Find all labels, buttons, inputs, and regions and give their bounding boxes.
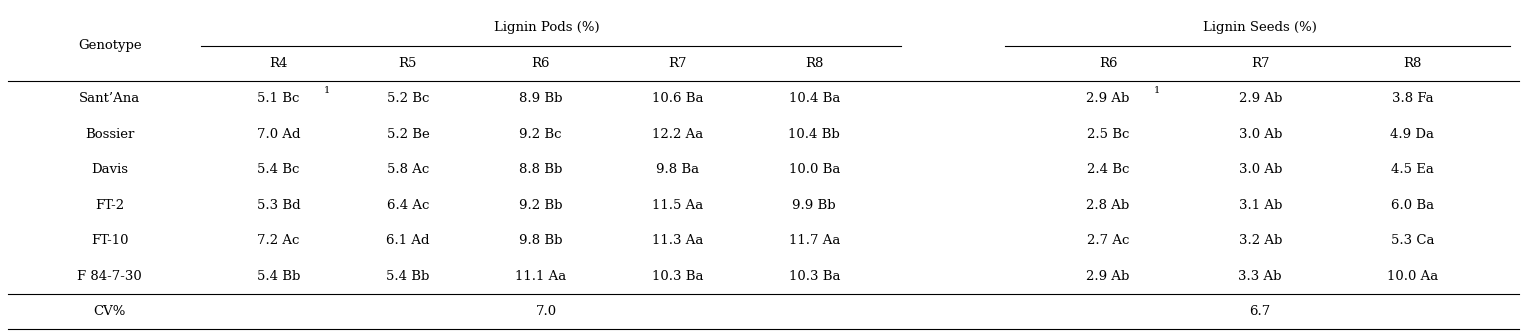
Text: R7: R7 (668, 57, 686, 70)
Text: 10.0 Ba: 10.0 Ba (788, 163, 840, 176)
Text: 4.5 Ea: 4.5 Ea (1391, 163, 1434, 176)
Text: Bossier: Bossier (85, 128, 134, 141)
Text: R6: R6 (531, 57, 549, 70)
Text: 3.0 Ab: 3.0 Ab (1239, 163, 1282, 176)
Text: 2.9 Ab: 2.9 Ab (1087, 92, 1129, 105)
Text: 9.8 Ba: 9.8 Ba (656, 163, 699, 176)
Text: R6: R6 (1099, 57, 1117, 70)
Text: 11.1 Aa: 11.1 Aa (514, 269, 566, 283)
Text: Sant’Ana: Sant’Ana (79, 92, 140, 105)
Text: 5.1 Bc: 5.1 Bc (257, 92, 300, 105)
Text: 11.3 Aa: 11.3 Aa (651, 234, 703, 247)
Text: R5: R5 (399, 57, 417, 70)
Text: 2.8 Ab: 2.8 Ab (1087, 199, 1129, 212)
Text: 2.4 Bc: 2.4 Bc (1087, 163, 1129, 176)
Text: 5.3 Bd: 5.3 Bd (257, 199, 300, 212)
Text: 9.2 Bb: 9.2 Bb (519, 199, 562, 212)
Text: Genotype: Genotype (78, 39, 142, 52)
Text: F 84-7-30: F 84-7-30 (78, 269, 142, 283)
Text: 2.9 Ab: 2.9 Ab (1239, 92, 1282, 105)
Text: R7: R7 (1251, 57, 1269, 70)
Text: 6.7: 6.7 (1250, 305, 1271, 318)
Text: 3.3 Ab: 3.3 Ab (1239, 269, 1282, 283)
Text: 5.4 Bc: 5.4 Bc (257, 163, 300, 176)
Text: 9.8 Bb: 9.8 Bb (519, 234, 562, 247)
Text: Lignin Pods (%): Lignin Pods (%) (493, 21, 600, 34)
Text: 6.0 Ba: 6.0 Ba (1391, 199, 1434, 212)
Text: FT-2: FT-2 (94, 199, 125, 212)
Text: 3.8 Fa: 3.8 Fa (1391, 92, 1434, 105)
Text: 5.3 Ca: 5.3 Ca (1391, 234, 1434, 247)
Text: 5.4 Bb: 5.4 Bb (387, 269, 429, 283)
Text: 4.9 Da: 4.9 Da (1391, 128, 1434, 141)
Text: 3.2 Ab: 3.2 Ab (1239, 234, 1282, 247)
Text: 9.9 Bb: 9.9 Bb (793, 199, 836, 212)
Text: 12.2 Aa: 12.2 Aa (651, 128, 703, 141)
Text: 2.7 Ac: 2.7 Ac (1087, 234, 1129, 247)
Text: 1: 1 (1154, 86, 1160, 95)
Text: 1: 1 (324, 86, 330, 95)
Text: 10.0 Aa: 10.0 Aa (1387, 269, 1438, 283)
Text: 11.7 Aa: 11.7 Aa (788, 234, 840, 247)
Text: R4: R4 (269, 57, 288, 70)
Text: 3.1 Ab: 3.1 Ab (1239, 199, 1282, 212)
Text: FT-10: FT-10 (91, 234, 128, 247)
Text: CV%: CV% (93, 305, 126, 318)
Text: 2.5 Bc: 2.5 Bc (1087, 128, 1129, 141)
Text: 3.0 Ab: 3.0 Ab (1239, 128, 1282, 141)
Text: 6.4 Ac: 6.4 Ac (387, 199, 429, 212)
Text: 10.3 Ba: 10.3 Ba (651, 269, 703, 283)
Text: Davis: Davis (91, 163, 128, 176)
Text: 11.5 Aa: 11.5 Aa (651, 199, 703, 212)
Text: 8.8 Bb: 8.8 Bb (519, 163, 562, 176)
Text: 7.0 Ad: 7.0 Ad (257, 128, 300, 141)
Text: R8: R8 (1403, 57, 1422, 70)
Text: 9.2 Bc: 9.2 Bc (519, 128, 562, 141)
Text: 6.1 Ad: 6.1 Ad (387, 234, 429, 247)
Text: 5.2 Be: 5.2 Be (387, 128, 429, 141)
Text: 5.2 Bc: 5.2 Bc (387, 92, 429, 105)
Text: 10.3 Ba: 10.3 Ba (788, 269, 840, 283)
Text: 5.8 Ac: 5.8 Ac (387, 163, 429, 176)
Text: 7.2 Ac: 7.2 Ac (257, 234, 300, 247)
Text: 8.9 Bb: 8.9 Bb (519, 92, 562, 105)
Text: 7.0: 7.0 (536, 305, 557, 318)
Text: 10.6 Ba: 10.6 Ba (651, 92, 703, 105)
Text: 10.4 Ba: 10.4 Ba (788, 92, 840, 105)
Text: 2.9 Ab: 2.9 Ab (1087, 269, 1129, 283)
Text: Lignin Seeds (%): Lignin Seeds (%) (1204, 21, 1317, 34)
Text: 10.4 Bb: 10.4 Bb (788, 128, 840, 141)
Text: 5.4 Bb: 5.4 Bb (257, 269, 300, 283)
Text: R8: R8 (805, 57, 823, 70)
